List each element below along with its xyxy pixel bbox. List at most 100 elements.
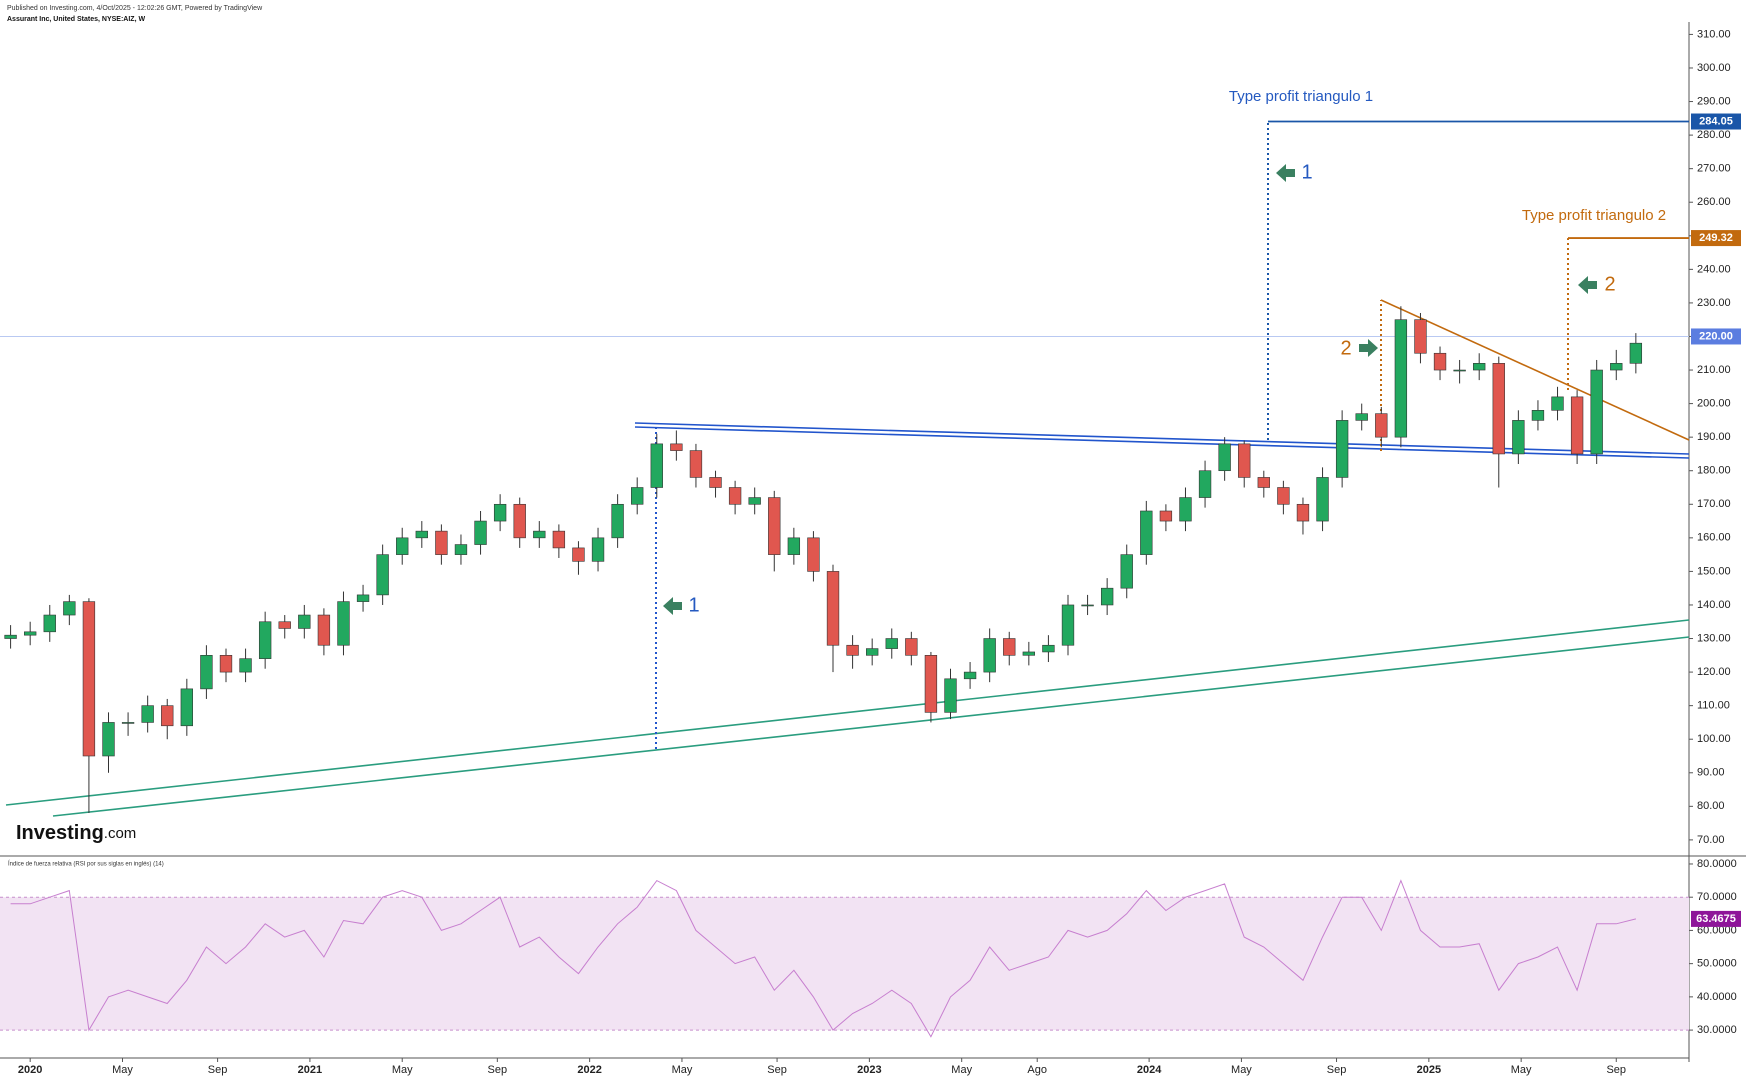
- candle-body: [846, 644, 859, 656]
- candle-body: [1316, 477, 1329, 522]
- candle-body: [1003, 638, 1016, 656]
- candle-body: [650, 443, 663, 488]
- candle-body: [1296, 503, 1310, 522]
- candle-body: [121, 722, 135, 724]
- candle-body: [396, 537, 409, 555]
- candle-body: [533, 530, 546, 539]
- y-tick-label: 240.00: [1697, 263, 1731, 275]
- candle-body: [161, 705, 174, 727]
- x-tick-label: May: [672, 1064, 693, 1076]
- y-tick-label: 300.00: [1697, 62, 1731, 74]
- candle-body: [787, 537, 801, 555]
- x-tick-label: Sep: [767, 1064, 787, 1076]
- candle-body: [1061, 604, 1075, 646]
- candle-body: [1375, 413, 1388, 438]
- candle-body: [885, 638, 898, 649]
- candle-body: [356, 594, 370, 602]
- y-tick-label: 190.00: [1697, 431, 1731, 443]
- trend-line: [1380, 299, 1690, 441]
- rsi-badge: [1691, 910, 1741, 927]
- x-tick-label: May: [112, 1064, 133, 1076]
- candle-body: [670, 443, 683, 451]
- logo-main: Investing: [16, 822, 104, 844]
- candle-body: [1218, 443, 1231, 472]
- x-tick-label: May: [1511, 1064, 1532, 1076]
- candle-body: [963, 671, 977, 680]
- candle-body: [1179, 497, 1192, 522]
- candle-body: [82, 601, 96, 757]
- arrow-icon: [1276, 164, 1295, 182]
- candle-body: [4, 634, 17, 639]
- logo: Investing.com: [16, 822, 136, 844]
- candle-body: [924, 655, 938, 713]
- x-tick-label: Sep: [488, 1064, 508, 1076]
- y-tick-label: 140.00: [1697, 599, 1731, 611]
- price-badge-label: 284.05: [1699, 115, 1733, 127]
- candle-body: [278, 621, 291, 629]
- x-tick-label: Sep: [1606, 1064, 1626, 1076]
- rsi-tick-label: 30.0000: [1697, 1024, 1737, 1036]
- y-tick-label: 200.00: [1697, 398, 1731, 410]
- published-note: Published on Investing.com, 4/Oct/2025 -…: [7, 5, 263, 12]
- candle-body: [180, 688, 194, 727]
- x-tick-label: 2022: [577, 1064, 601, 1076]
- candle-body: [141, 705, 154, 723]
- price-badge: [1691, 230, 1741, 247]
- candle-body: [454, 544, 468, 555]
- annotation: Type profit triangulo 1: [1229, 88, 1373, 105]
- x-tick-label: Sep: [1327, 1064, 1347, 1076]
- candle-body: [337, 601, 350, 646]
- candle-body: [807, 537, 820, 572]
- y-tick-label: 170.00: [1697, 498, 1731, 510]
- trend-line: [5, 619, 1690, 806]
- candle-body: [317, 614, 331, 646]
- x-tick-label: May: [951, 1064, 972, 1076]
- y-tick-label: 150.00: [1697, 565, 1731, 577]
- chart-title: Assurant Inc, United States, NYSE:AIZ, W: [7, 16, 145, 23]
- candle-body: [258, 621, 272, 659]
- y-tick-label: 100.00: [1697, 733, 1731, 745]
- x-tick-label: 2021: [298, 1064, 322, 1076]
- candle-body: [1531, 410, 1545, 421]
- price-badge-label: 220.00: [1699, 330, 1733, 342]
- x-tick-label: 2023: [857, 1064, 881, 1076]
- trend-line: [52, 636, 1690, 817]
- rsi-tick-label: 50.0000: [1697, 958, 1737, 970]
- candle-body: [709, 477, 722, 488]
- candle-body: [102, 722, 115, 757]
- candle-body: [1473, 363, 1486, 371]
- price-badge: [1691, 113, 1741, 130]
- annotation: 2: [1604, 273, 1615, 295]
- y-tick-label: 290.00: [1697, 95, 1731, 107]
- rsi-badge-label: 63.4675: [1696, 913, 1736, 925]
- rsi-tick-label: 60.0000: [1697, 924, 1737, 936]
- rsi-tick-label: 70.0000: [1697, 891, 1737, 903]
- y-tick-label: 230.00: [1697, 297, 1731, 309]
- annotation: 2: [1340, 337, 1351, 359]
- y-tick-label: 110.00: [1697, 700, 1730, 712]
- candle-body: [1081, 604, 1094, 607]
- candle-body: [1120, 554, 1133, 589]
- arrow-icon: [663, 597, 682, 615]
- y-tick-label: 120.00: [1697, 666, 1731, 678]
- rsi-tick-label: 40.0000: [1697, 991, 1737, 1003]
- candle-body: [1610, 363, 1623, 371]
- candle-body: [1414, 319, 1427, 354]
- candle-body: [905, 638, 918, 656]
- arrow-icon: [1359, 339, 1378, 357]
- candle-body: [1512, 420, 1525, 455]
- candle-body: [1140, 510, 1153, 555]
- rsi-band: [0, 897, 1689, 1031]
- candle-body: [63, 601, 76, 616]
- candle-body: [1394, 319, 1408, 438]
- candle-body: [1355, 413, 1368, 421]
- y-tick-label: 180.00: [1697, 465, 1731, 477]
- candle-body: [24, 631, 37, 636]
- price-badge: [1691, 328, 1741, 345]
- candle-body: [1492, 363, 1505, 455]
- annotation: 1: [688, 594, 699, 616]
- candle-body: [43, 614, 56, 633]
- y-tick-label: 210.00: [1697, 364, 1731, 376]
- candle-body: [493, 503, 507, 522]
